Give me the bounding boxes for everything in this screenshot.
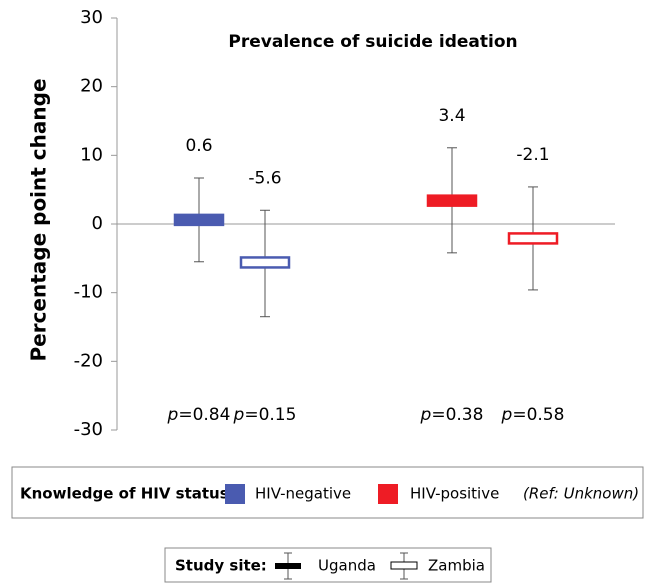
value-label: 0.6 [185,136,212,156]
site-icon-uganda [275,552,301,580]
y-tick-label: 0 [92,213,103,234]
site-legend-box [164,547,492,583]
value-label: -5.6 [248,168,281,188]
legend-swatch [225,484,245,504]
estimate-box [426,194,478,207]
legend-note: (Ref: Unknown) [523,485,639,503]
estimate-box [239,256,291,269]
site-legend-label: Uganda [318,557,376,575]
estimate-box [507,232,559,245]
legend-label: HIV-negative [255,485,351,503]
p-value: p=0.84 [167,405,231,425]
site-legend-label: Zambia [428,557,485,575]
p-value: p=0.38 [420,405,484,425]
legend-swatch [378,484,398,504]
site-legend-title: Study site: [175,557,267,575]
y-tick-label: 10 [80,144,103,165]
y-axis-label: Percentage point change [27,78,51,361]
y-tick-label: -10 [74,282,103,303]
p-value: p=0.58 [501,405,565,425]
y-tick-label: -30 [74,419,103,440]
y-tick-label: -20 [74,350,103,371]
y-tick-label: 20 [80,76,103,97]
site-icon-zambia [390,552,418,580]
legend-box [11,466,644,519]
chart-title: Prevalence of suicide ideation [228,32,517,52]
legend-title: Knowledge of HIV status: [20,485,235,503]
legend-label: HIV-positive [410,485,499,503]
p-value: p=0.15 [233,405,297,425]
y-tick-label: 30 [80,7,103,28]
value-label: 3.4 [438,106,465,126]
estimate-box [173,213,225,227]
value-label: -2.1 [516,145,549,165]
